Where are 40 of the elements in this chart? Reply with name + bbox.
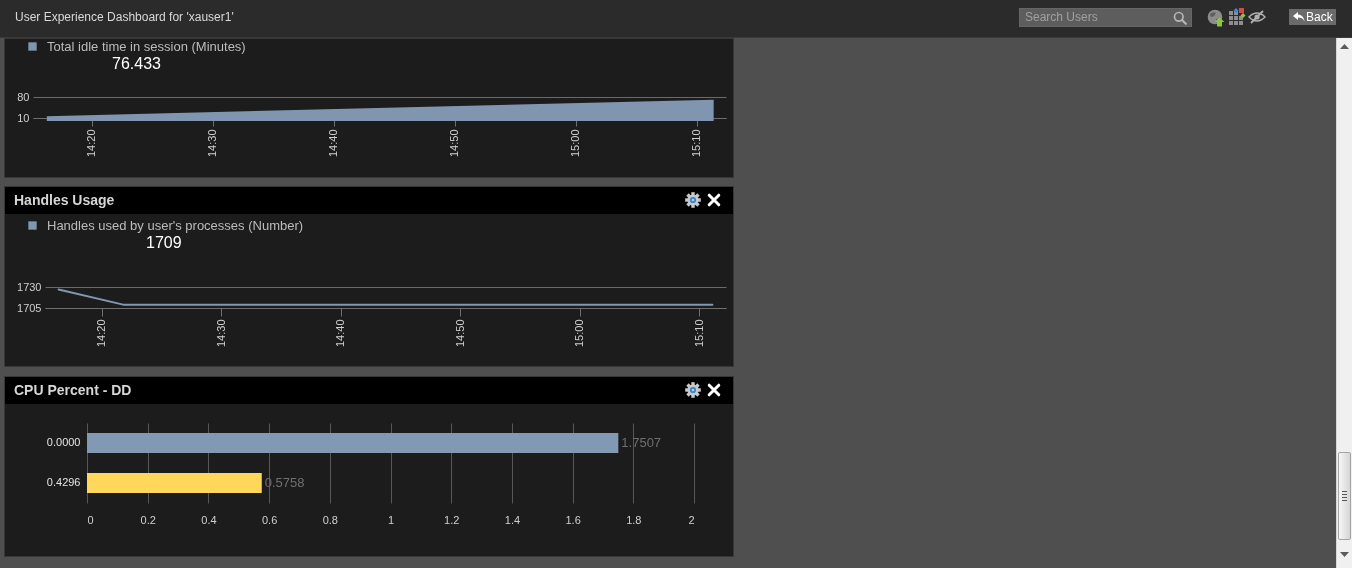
chart-title: CPU Percent - DD — [14, 381, 132, 400]
text: 76.433 — [112, 55, 161, 73]
text: 1709 — [146, 234, 182, 252]
legend-label: Handles used by user's processes (Number) — [47, 217, 304, 233]
x-tick-label: 0.8 — [322, 513, 338, 526]
x-tick-label: 0 — [87, 513, 94, 526]
x-tick-label: 1.4 — [504, 513, 521, 526]
y-tick-label: 10 — [17, 111, 30, 124]
y-tick-label: 0.0000 — [46, 436, 81, 448]
chart-title: Handles Usage — [14, 191, 115, 210]
x-tick-label: 15:00 — [573, 319, 586, 348]
x-tick-label: 14:30 — [206, 129, 219, 158]
x-tick-label: 14:50 — [453, 319, 466, 348]
x-tick-label: 14:20 — [95, 319, 108, 348]
data-label: 0.5758 — [264, 475, 305, 490]
legend-label: Total idle time in session (Minutes) — [47, 38, 246, 54]
x-tick-label: 14:40 — [334, 319, 347, 348]
x-tick-label: 1.2 — [444, 513, 460, 526]
x-tick-label: 2 — [688, 513, 695, 526]
y-tick-label: 1705 — [17, 301, 42, 314]
y-tick-label: 80 — [17, 90, 30, 103]
back-button: Back — [1289, 9, 1336, 25]
x-tick-label: 1.8 — [626, 513, 642, 526]
x-tick-label: 15:10 — [690, 129, 703, 158]
data-label: 1.7507 — [621, 435, 662, 450]
x-tick-label: 14:30 — [214, 319, 227, 348]
x-tick-label: 1.6 — [565, 513, 581, 526]
text: User Experience Dashboard for 'xauser1' — [15, 9, 234, 26]
x-tick-label: 0.6 — [261, 513, 278, 526]
x-tick-label: 1 — [387, 513, 395, 526]
y-tick-label: 0.4296 — [46, 476, 81, 488]
x-tick-label: 15:10 — [692, 319, 705, 348]
x-tick-label: 0.2 — [140, 513, 156, 526]
x-tick-label: 14:20 — [85, 129, 98, 158]
x-tick-label: 0.4 — [201, 513, 217, 526]
x-tick-label: 14:40 — [327, 129, 340, 158]
x-tick-label: 15:00 — [569, 129, 582, 158]
x-tick-label: 14:50 — [448, 129, 461, 158]
search-field: Search Users — [1019, 8, 1192, 27]
y-tick-label: 1730 — [17, 280, 42, 293]
